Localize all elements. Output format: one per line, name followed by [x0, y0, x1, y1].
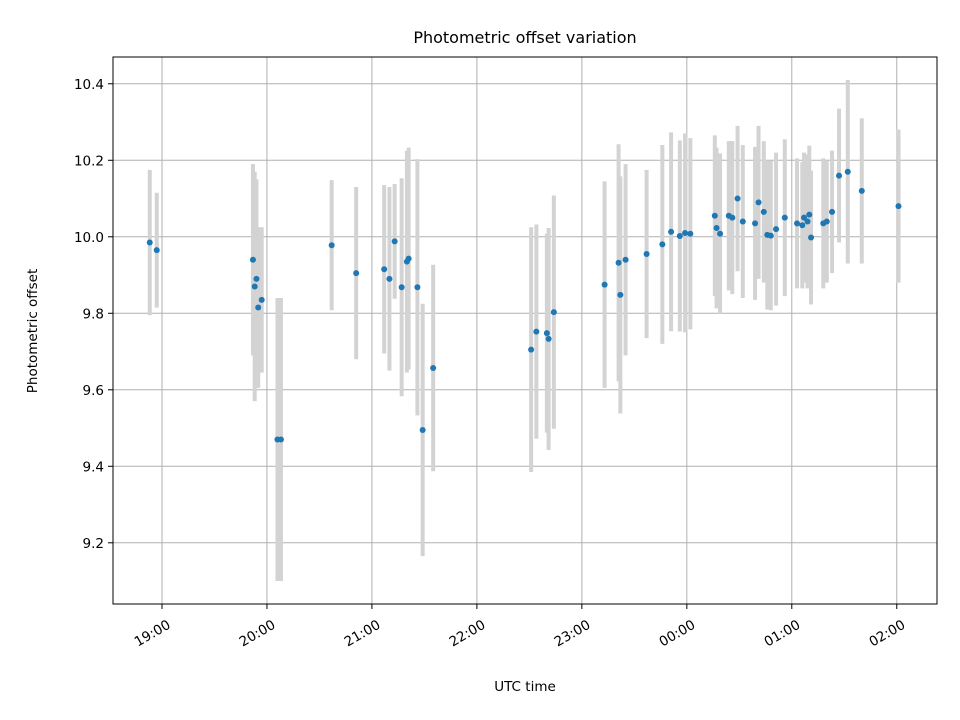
chart-title: Photometric offset variation [413, 28, 636, 47]
data-point [328, 242, 335, 249]
data-point [622, 256, 629, 263]
data-point [752, 220, 759, 227]
data-point [391, 238, 398, 245]
data-point [734, 195, 741, 202]
data-point [760, 208, 767, 215]
data-point [249, 256, 256, 263]
data-point [799, 222, 806, 229]
data-points [146, 168, 902, 443]
data-point [398, 284, 405, 291]
y-tick-label: 10.2 [74, 153, 104, 169]
data-point [353, 270, 360, 277]
data-point [682, 229, 689, 236]
data-point [687, 230, 694, 237]
data-point [253, 275, 260, 282]
data-point [739, 218, 746, 225]
data-point [668, 228, 675, 235]
data-point [601, 281, 608, 288]
y-tick-label: 9.2 [83, 536, 104, 552]
data-point [767, 232, 774, 239]
data-point [755, 199, 762, 206]
y-axis-ticks: 9.2 9.4 9.6 9.8 10.0 10.2 10.4 [74, 77, 113, 552]
data-point [823, 218, 830, 225]
y-tick-label: 10.0 [74, 230, 104, 246]
data-point [386, 275, 393, 282]
data-point [255, 304, 262, 311]
data-point [545, 335, 552, 342]
data-point [615, 259, 622, 266]
data-point [381, 266, 388, 273]
data-point [419, 426, 426, 433]
y-tick-label: 9.8 [83, 306, 104, 322]
data-point [781, 214, 788, 221]
data-point [251, 283, 258, 290]
data-point [643, 250, 650, 257]
data-point [717, 230, 724, 237]
data-point [414, 284, 421, 291]
data-point [153, 247, 160, 254]
data-point [729, 214, 736, 221]
y-tick-label: 9.4 [83, 459, 104, 475]
data-point [277, 436, 284, 443]
data-point [146, 239, 153, 246]
plot-area [113, 57, 937, 604]
data-point [258, 296, 265, 303]
data-point [528, 346, 535, 353]
data-point [844, 168, 851, 175]
data-point [405, 255, 412, 262]
data-point [858, 187, 865, 194]
data-point [430, 364, 437, 371]
data-point [794, 220, 801, 227]
y-axis-label: Photometric offset [25, 269, 41, 393]
data-point [676, 233, 683, 240]
data-point [801, 214, 808, 221]
data-point [543, 330, 550, 337]
data-point [617, 291, 624, 298]
y-tick-label: 10.4 [74, 77, 104, 93]
data-point [836, 172, 843, 179]
data-point [829, 208, 836, 215]
data-point [533, 328, 540, 335]
data-point [806, 211, 813, 218]
data-point [773, 226, 780, 233]
data-point [711, 212, 718, 219]
data-point [550, 309, 557, 316]
data-point [808, 234, 815, 241]
data-point [713, 224, 720, 231]
data-point [895, 203, 902, 210]
y-tick-label: 9.6 [83, 383, 104, 399]
data-point [804, 218, 811, 225]
x-axis-label: UTC time [494, 679, 556, 695]
plot-frame [112, 56, 938, 605]
data-point [659, 241, 666, 248]
